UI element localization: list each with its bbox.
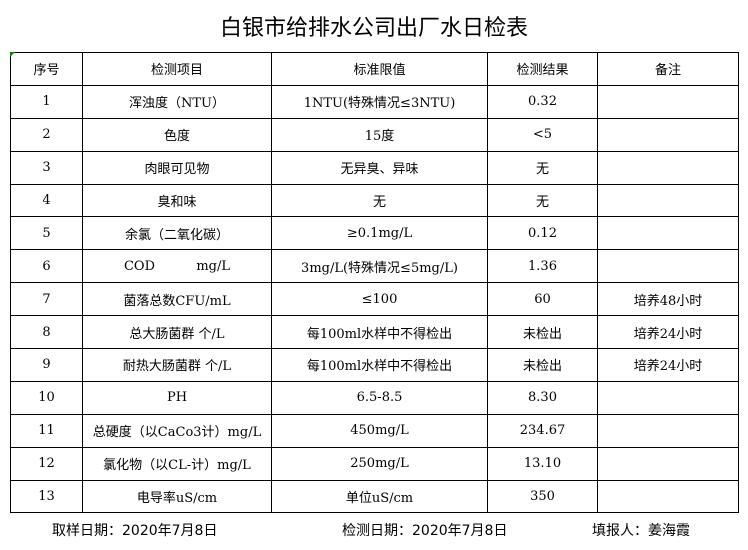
table-cell: 350 [487,479,598,514]
column-header: 标准限值 [271,52,488,86]
table-cell: COD mg/L [82,249,272,284]
table-cell [597,216,739,251]
table-cell: 无 [487,183,598,218]
table-row: 6 COD mg/L 3mg/L(特殊情况≤5mg/L) 1.36 [10,249,739,284]
table-row: 8 总大肠菌群 个/L 每100ml水样中不得检出 未检出 培养24小时 [10,315,739,350]
table-cell: 每100ml水样中不得检出 [271,315,488,350]
table-cell: 1.36 [487,249,598,284]
table-cell: 培养24小时 [597,348,739,382]
table-cell: ≥0.1mg/L [271,216,488,251]
cell-marker [10,52,15,57]
column-header: 检测结果 [487,52,598,86]
table-cell [597,150,739,185]
header-row: 序号 检测项目 标准限值 检测结果 备注 [10,52,739,86]
column-header: 序号 [10,52,83,86]
table-cell [597,183,739,218]
table-cell: 4 [10,183,83,218]
test-date: 检测日期：2020年7月8日 [342,523,508,539]
page-title: 白银市给排水公司出厂水日检表 [219,16,528,41]
table-row: 5 余氯（二氧化碳） ≥0.1mg/L 0.12 [10,216,739,251]
table-cell: 色度 [82,117,272,152]
table-cell: 9 [10,348,83,382]
table-cell: 余氯（二氧化碳） [82,216,272,251]
table-cell: 2 [10,117,83,152]
table-row: 13 电导率uS/cm 单位uS/cm 350 [10,479,739,514]
table-cell: 10 [10,380,83,415]
table-cell: 11 [10,413,83,448]
table-cell: 6.5-8.5 [271,380,488,415]
table-cell: 0.32 [487,84,598,119]
table-row: 7 菌落总数CFU/mL ≤100 60 培养48小时 [10,282,739,317]
table-cell: 每100ml水样中不得检出 [271,348,488,382]
table-cell: 电导率uS/cm [82,479,272,514]
table-cell: PH [82,380,272,415]
table-cell: 0.12 [487,216,598,251]
table-cell: 8.30 [487,380,598,415]
table-cell: 培养48小时 [597,282,739,317]
table-row: 10 PH 6.5-8.5 8.30 [10,380,739,415]
table-cell: 菌落总数CFU/mL [82,282,272,317]
table-cell: 5 [10,216,83,251]
table-cell [597,413,739,448]
table-cell: 6 [10,249,83,284]
table-cell: 1 [10,84,83,119]
table-cell: 13.10 [487,446,598,481]
table-cell [597,380,739,415]
table-row: 1 浑浊度（NTU） 1NTU(特殊情况≤3NTU) 0.32 [10,84,739,119]
table-cell: 耐热大肠菌群 个/L [82,348,272,382]
table-cell: 臭和味 [82,183,272,218]
table-cell: 1NTU(特殊情况≤3NTU) [271,84,488,119]
table-cell: 浑浊度（NTU） [82,84,272,119]
table-cell: 3mg/L(特殊情况≤5mg/L) [271,249,488,284]
table-row: 2 色度 15度 <5 [10,117,739,152]
table-cell [597,249,739,284]
table-cell: 未检出 [487,315,598,350]
table-cell: 3 [10,150,83,185]
table-row: 12 氯化物（以CL-计）mg/L 250mg/L 13.10 [10,446,739,481]
table-cell: 无 [271,183,488,218]
table-cell: 氯化物（以CL-计）mg/L [82,446,272,481]
table-cell: 60 [487,282,598,317]
table-cell: 12 [10,446,83,481]
table-row: 3 肉眼可见物 无异臭、异味无 [10,150,739,185]
table-cell [597,446,739,481]
table-cell: 未检出 [487,348,598,382]
table-cell: 无异臭、异味 [271,150,488,185]
table-cell: 7 [10,282,83,317]
sample-date: 取样日期：2020年7月8日 [52,523,218,539]
table-cell: 培养24小时 [597,315,739,350]
table-cell: 总大肠菌群 个/L [82,315,272,350]
inspection-table: 序号 检测项目 标准限值 检测结果 备注 1 浑浊度（NTU） 1NTU(特殊情况≤3NTU)… [10,52,739,514]
table-cell [597,117,739,152]
table-cell: 总硬度（以CaCo3计）mg/L [82,413,272,448]
table-cell: ≤100 [271,282,488,317]
table-row: 9 耐热大肠菌群 个/L 每100ml水样中不得检出 未检出 培养24小时 [10,348,739,382]
table-cell: 234.67 [487,413,598,448]
table-cell [597,84,739,119]
table-cell: 13 [10,479,83,514]
table-cell: 250mg/L [271,446,488,481]
table-cell [597,479,739,514]
table-cell: <5 [487,117,598,152]
column-header: 检测项目 [82,52,272,86]
table-cell: 单位uS/cm [271,479,488,514]
table-cell: 8 [10,315,83,350]
table-cell: 无 [487,150,598,185]
table-cell: 450mg/L [271,413,488,448]
table-cell: 15度 [271,117,488,152]
table-cell: 肉眼可见物 [82,150,272,185]
column-header: 备注 [597,52,739,86]
reporter: 填报人：姜海霞 [592,523,690,539]
table-row: 11 总硬度（以CaCo3计）mg/L 450mg/L 234.67 [10,413,739,448]
table-row: 4 臭和味无无 [10,183,739,218]
